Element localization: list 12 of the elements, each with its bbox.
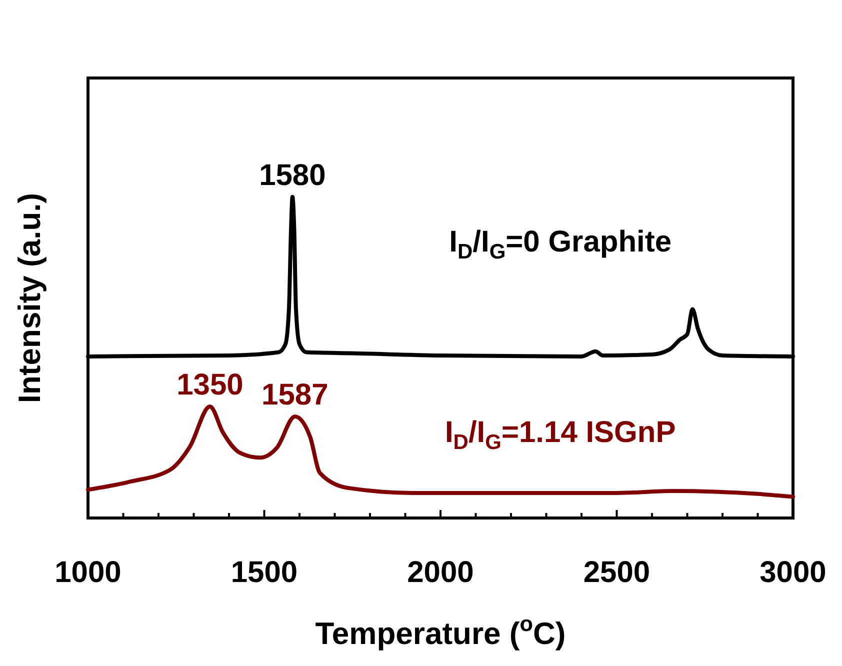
annotation: 1587 xyxy=(262,378,328,412)
annotation: 1350 xyxy=(176,368,244,402)
x-tick-label: 1500 xyxy=(230,556,298,589)
annotation: 1580 xyxy=(259,158,326,192)
x-tick-label: 1000 xyxy=(54,556,122,589)
series-label: I$_{D}$/I$_{G}$=0 Graphite xyxy=(449,225,672,264)
y-axis-title: Intensity (a.u.) xyxy=(12,192,47,404)
x-tick-label: 3000 xyxy=(760,556,826,589)
x-tick-label: 2000 xyxy=(407,556,474,589)
series-label: I$_{D}$/I$_{G}$=1.14 ISGnP xyxy=(444,416,676,454)
x-axis-title: Temperature ($^{o}$C) xyxy=(315,610,566,651)
x-tick-label: 2500 xyxy=(583,556,650,589)
